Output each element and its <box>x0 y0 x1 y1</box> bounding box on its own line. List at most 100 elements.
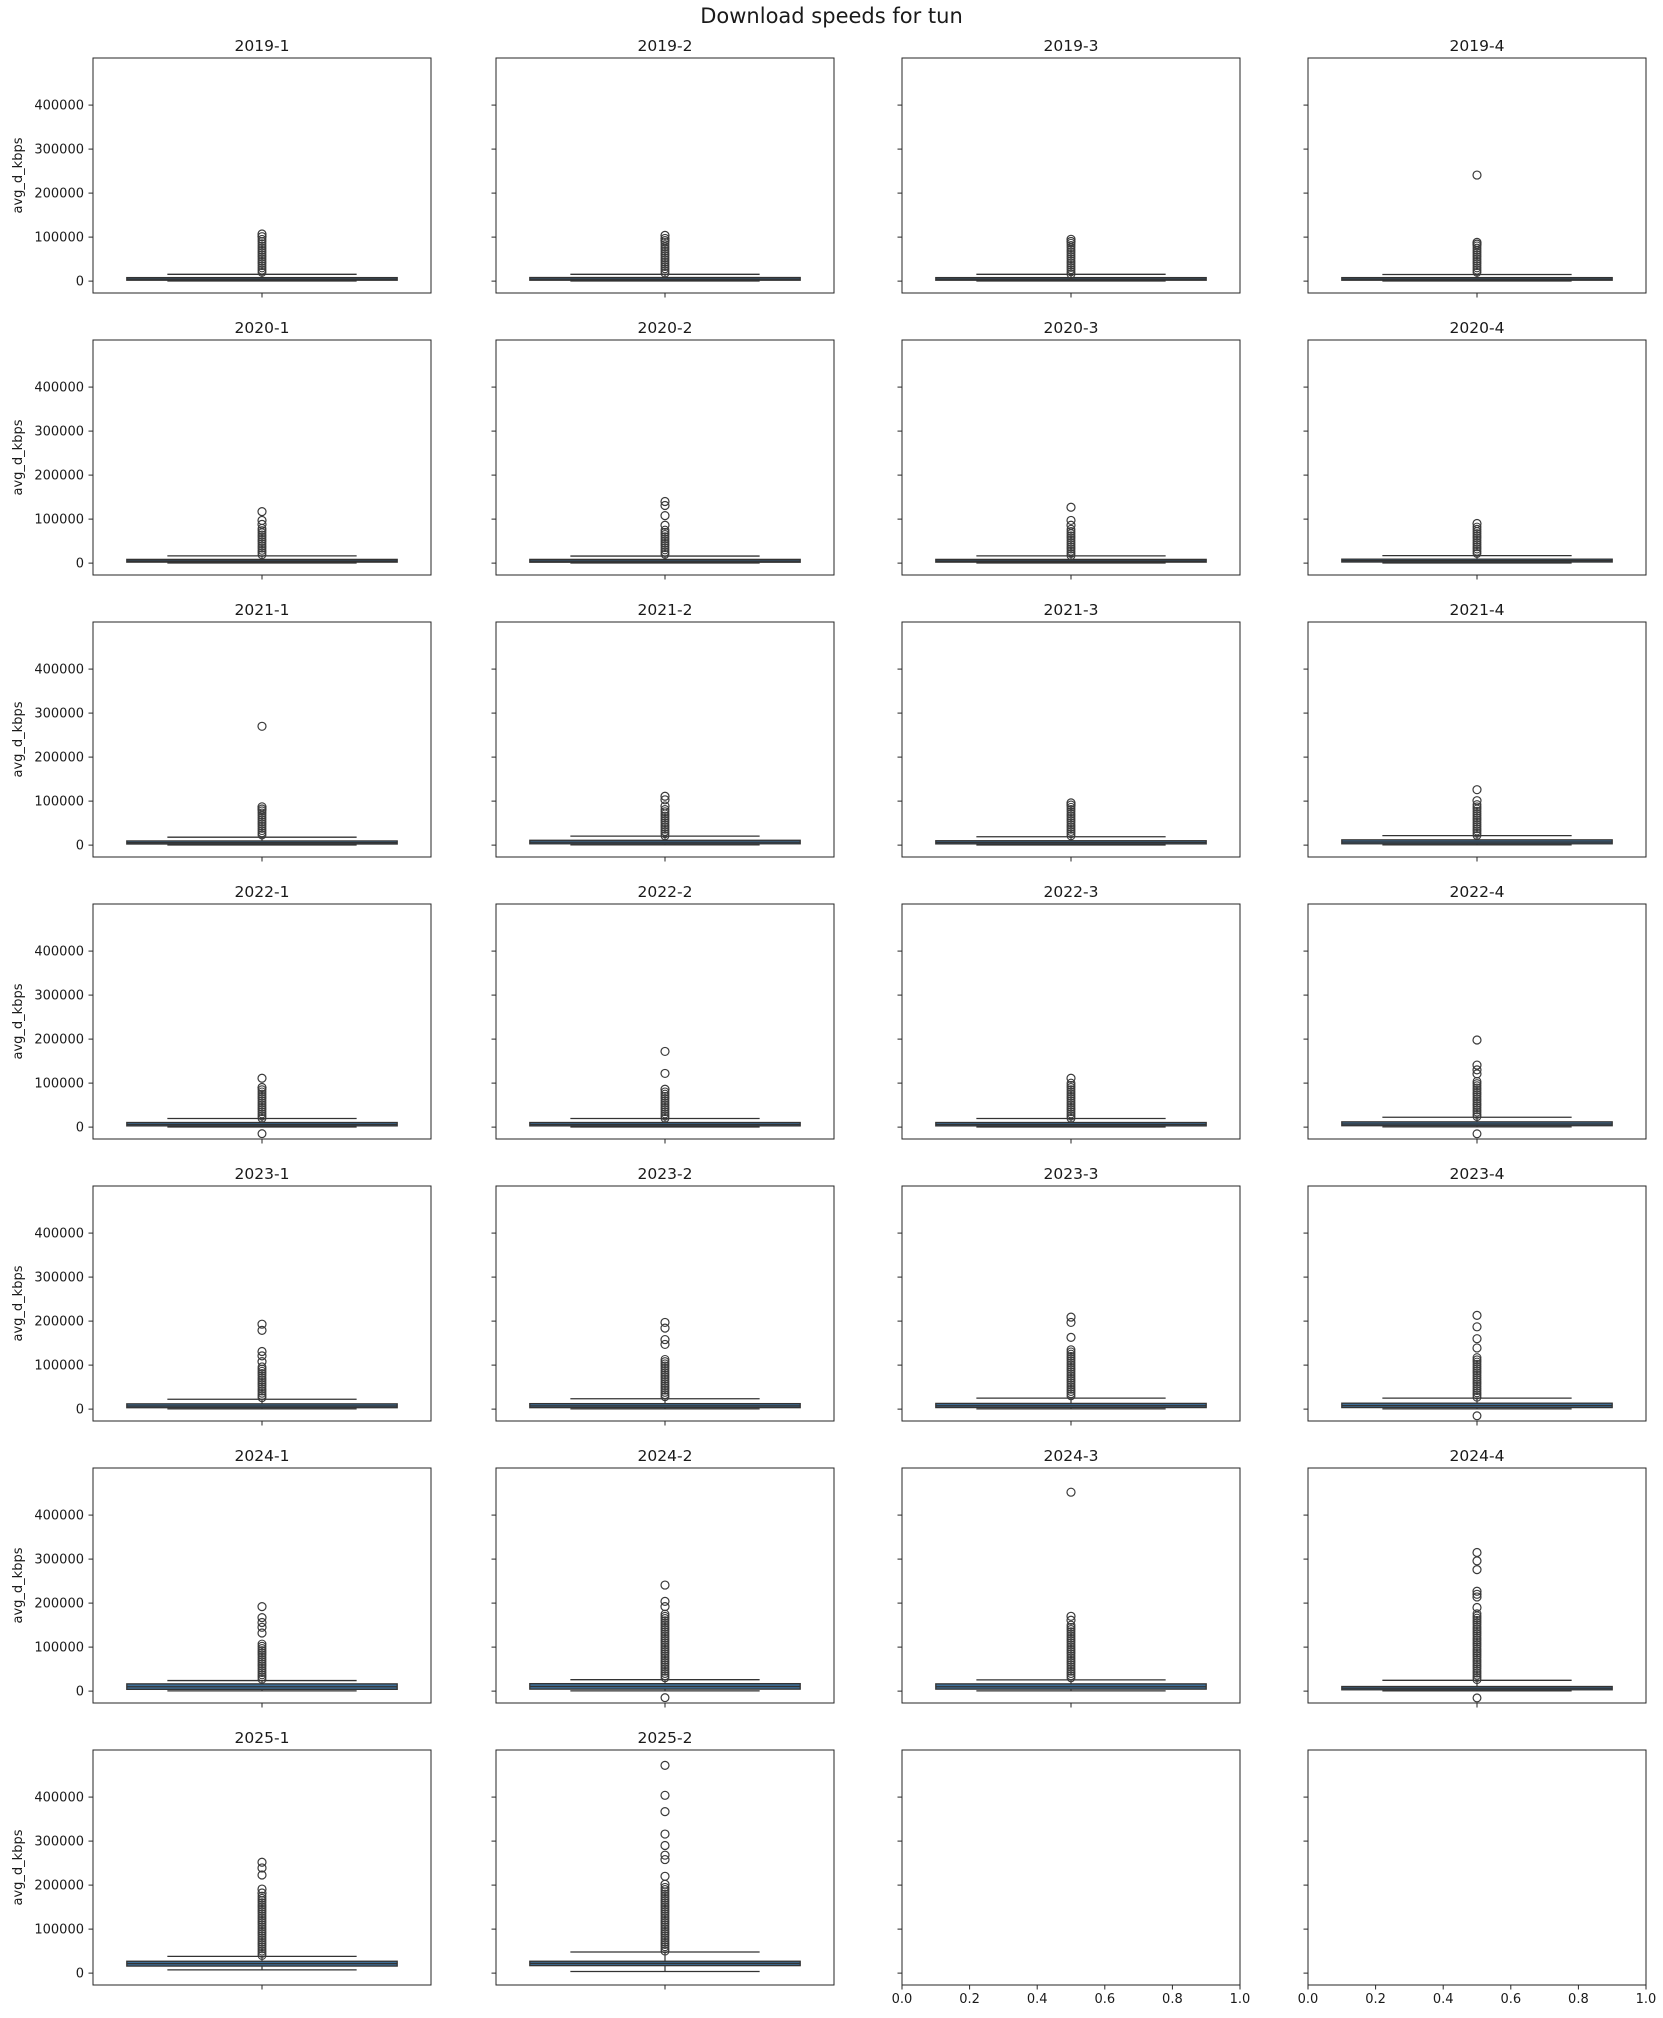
y-tick-label: 300000 <box>34 989 84 1004</box>
y-axis-label: avg_d_kbps <box>11 137 26 213</box>
outlier-point <box>257 1082 267 1093</box>
subplot-title: 2020-1 <box>235 319 290 337</box>
boxplot <box>1341 1397 1613 1410</box>
outlier-column <box>1066 1345 1076 1401</box>
outlier-point <box>660 1760 670 1771</box>
outlier-point <box>660 1084 670 1094</box>
y-tick-label: 100000 <box>34 513 84 528</box>
subplot-title: 2021-4 <box>1450 601 1505 619</box>
subplot-title: 2020-2 <box>638 319 693 337</box>
outliers-low <box>257 1129 267 1139</box>
outlier-point <box>660 1317 670 1328</box>
y-tick-label: 300000 <box>34 143 84 158</box>
subplot-title: 2019-3 <box>1044 37 1099 55</box>
outlier-column <box>660 1609 670 1683</box>
subplot-2023-1: 2023-1 0 100000 200000 300000 400000 avg_d_kbp… <box>11 1165 432 1426</box>
outlier-point <box>1472 785 1482 795</box>
outlier-point <box>660 1046 670 1057</box>
y-tick-label: 200000 <box>34 1597 84 1612</box>
subplot-title: 2022-4 <box>1450 883 1505 901</box>
x-tick-label: 0.0 <box>1298 1992 1319 2007</box>
outlier-point <box>257 1613 267 1623</box>
outlier-point <box>1066 1312 1076 1322</box>
outlier-point <box>257 1325 267 1335</box>
outlier-point <box>257 804 267 814</box>
subplot-2021-3: 2021-3 <box>897 601 1241 862</box>
outlier-column <box>660 805 670 841</box>
subplot-title: 2019-4 <box>1450 37 1505 55</box>
boxplot <box>126 1679 398 1692</box>
y-tick-label: 0 <box>76 839 84 854</box>
outlier-point <box>660 801 670 811</box>
subplot-2021-2: 2021-2 <box>491 601 835 862</box>
outlier-point <box>1066 520 1076 530</box>
outlier-point <box>1472 239 1482 249</box>
subplot-2023-4: 2023-4 <box>1303 1165 1647 1426</box>
outliers-high <box>1472 785 1482 806</box>
boxplot <box>126 555 398 564</box>
outlier-point <box>257 1602 267 1612</box>
outlier-point <box>660 236 670 246</box>
subplot-2024-1: 2024-1 0 100000 200000 300000 400000 avg_d_kbp… <box>11 1447 432 1708</box>
outlier-point <box>660 1807 670 1817</box>
y-tick-label: 100000 <box>34 1077 84 1092</box>
outliers-high <box>1472 170 1482 249</box>
outlier-point <box>1472 1310 1482 1320</box>
outlier-column <box>1472 1609 1482 1685</box>
outliers-high <box>1066 1487 1076 1625</box>
y-tick-label: 0 <box>76 1967 84 1982</box>
y-tick-label: 400000 <box>34 1509 84 1524</box>
y-tick-label: 0 <box>76 275 84 290</box>
y-tick-label: 300000 <box>34 707 84 722</box>
x-tick-label: 0.2 <box>1365 1992 1386 2007</box>
subplot-2020-4: 2020-4 <box>1303 319 1647 580</box>
y-tick-label: 400000 <box>34 381 84 396</box>
x-tick-label: 0.8 <box>1568 1992 1589 2007</box>
y-tick-label: 400000 <box>34 663 84 678</box>
outlier-point <box>660 1850 670 1860</box>
y-tick-label: 100000 <box>34 795 84 810</box>
outlier-column <box>660 1087 670 1123</box>
outliers-high <box>660 1046 670 1094</box>
x-tick-label: 1.0 <box>1230 1992 1251 2007</box>
outlier-point <box>257 1073 267 1083</box>
outliers-low <box>1472 1129 1482 1139</box>
subplot-title: 2020-3 <box>1044 319 1099 337</box>
outlier-point <box>257 1129 267 1139</box>
subplot-2020-1: 2020-1 0 100000 200000 300000 400000 avg_d_kbp… <box>11 319 432 580</box>
outlier-point <box>1472 1065 1482 1075</box>
outliers-high <box>660 1580 670 1612</box>
outlier-point <box>257 1351 267 1361</box>
x-tick-label: 0.4 <box>1027 1992 1048 2007</box>
outlier-column <box>257 234 267 277</box>
outliers-high <box>1472 1035 1482 1079</box>
outlier-column <box>1472 522 1482 558</box>
outlier-point <box>660 795 670 805</box>
subplot-2020-3: 2020-3 <box>897 319 1241 580</box>
outlier-point <box>660 510 670 521</box>
y-axis-label: avg_d_kbps <box>11 1547 26 1623</box>
outliers-high <box>1066 798 1076 810</box>
outliers-high <box>660 1317 670 1350</box>
subplot-title: 2023-1 <box>235 1165 290 1183</box>
y-tick-label: 400000 <box>34 1791 84 1806</box>
subplot-title: 2024-1 <box>235 1447 290 1465</box>
outlier-point <box>1472 1602 1482 1613</box>
outlier-point <box>1472 796 1482 806</box>
boxplot <box>935 1679 1207 1692</box>
outlier-point <box>1066 502 1076 512</box>
subplot-2023-2: 2023-2 <box>491 1165 835 1426</box>
subplot-title: 2025-1 <box>235 1729 290 1747</box>
subplot-2024-2: 2024-2 <box>491 1447 835 1708</box>
boxplot <box>1341 1116 1613 1128</box>
outlier-point <box>1066 1317 1076 1328</box>
outlier-column <box>660 1354 670 1402</box>
outlier-column <box>1472 1353 1482 1402</box>
boxplot <box>126 273 398 282</box>
outlier-point <box>1472 1334 1482 1344</box>
outlier-point <box>660 1068 670 1079</box>
subplot-title: 2023-3 <box>1044 1165 1099 1183</box>
subplot-2019-1: 2019-1 0 100000 200000 300000 400000 avg_d_kbp… <box>11 37 432 298</box>
boxplot <box>126 1398 398 1410</box>
